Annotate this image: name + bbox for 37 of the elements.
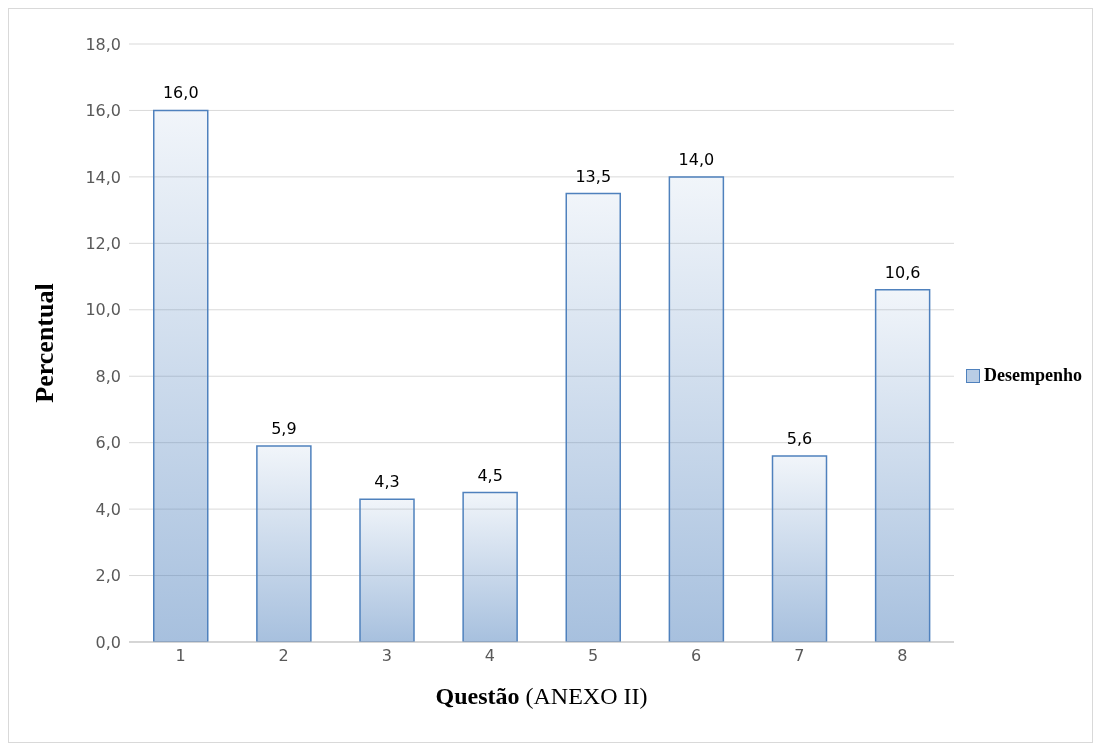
y-tick-label: 12,0 xyxy=(85,234,121,254)
bar xyxy=(874,289,931,642)
data-label: 4,5 xyxy=(477,465,503,485)
y-tick-label: 16,0 xyxy=(85,101,121,121)
x-axis-title: Questão (ANEXO II) xyxy=(435,683,648,709)
bar xyxy=(462,491,518,642)
x-tick-label: 6 xyxy=(691,646,702,666)
bar xyxy=(565,192,621,642)
bar xyxy=(359,498,415,642)
data-label: 16,0 xyxy=(162,83,199,103)
y-tick-label: 0,0 xyxy=(95,632,121,652)
y-tick-label: 4,0 xyxy=(95,499,121,519)
x-tick-label: 4 xyxy=(484,646,496,666)
bar xyxy=(256,445,312,642)
data-label: 4,3 xyxy=(374,472,400,492)
x-tick-label: 2 xyxy=(278,646,289,666)
x-tick-label: 3 xyxy=(381,646,392,666)
data-label: 13,5 xyxy=(575,166,612,186)
legend-label: Desempenho xyxy=(983,365,1082,386)
data-label: 14,0 xyxy=(678,149,715,169)
data-label: 5,9 xyxy=(271,418,297,438)
y-axis-title: Percentual xyxy=(30,283,60,403)
x-tick-label: 7 xyxy=(794,646,805,666)
x-tick-label: 1 xyxy=(175,646,186,666)
bar xyxy=(668,176,725,642)
y-tick-label: 10,0 xyxy=(85,300,121,320)
data-label: 10,6 xyxy=(884,262,921,282)
x-tick-label: 8 xyxy=(897,646,908,666)
y-tick-label: 18,0 xyxy=(85,34,121,54)
bar xyxy=(771,455,828,642)
data-label: 5,6 xyxy=(786,428,813,448)
y-tick-label: 8,0 xyxy=(95,366,121,386)
y-tick-label: 6,0 xyxy=(95,433,121,453)
bar xyxy=(153,109,209,642)
y-tick-label: 14,0 xyxy=(85,167,121,187)
y-tick-label: 2,0 xyxy=(95,566,121,586)
x-tick-label: 5 xyxy=(587,646,599,666)
